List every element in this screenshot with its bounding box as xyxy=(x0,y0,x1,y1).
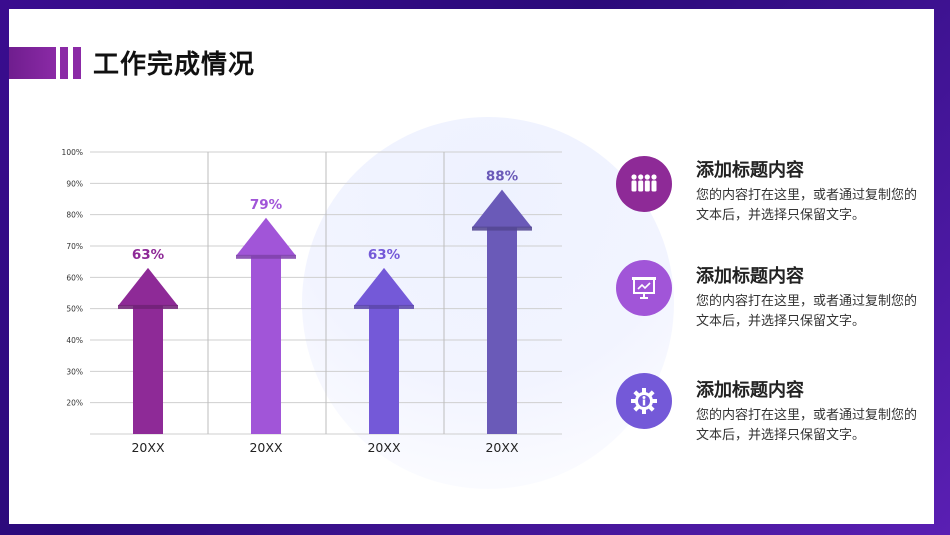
bar-arrow xyxy=(472,189,532,434)
title-accent-bar xyxy=(9,47,56,79)
item-icon-circle-1 xyxy=(616,156,672,212)
y-tick-label: 80% xyxy=(66,211,83,220)
item-desc-1: 您的内容打在这里，或者通过复制您的文本后，并选择只保留文字。 xyxy=(696,188,918,223)
y-tick-label: 30% xyxy=(66,367,83,376)
x-tick-label: 20XX xyxy=(485,440,518,455)
y-tick-label: 40% xyxy=(66,336,83,345)
y-tick-label: 100% xyxy=(62,148,83,157)
gear-person-icon xyxy=(631,388,657,414)
bar-arrow xyxy=(354,267,414,434)
item-desc-3: 您的内容打在这里，或者通过复制您的文本后，并选择只保留文字。 xyxy=(696,408,918,443)
data-label: 79% xyxy=(250,197,283,213)
data-label: 63% xyxy=(132,247,165,263)
presentation-board-icon xyxy=(632,277,656,299)
data-label: 88% xyxy=(486,169,519,185)
y-tick-label: 50% xyxy=(66,305,83,314)
y-tick-label: 70% xyxy=(66,242,83,251)
title-accent-tick xyxy=(73,47,81,79)
title-accent-tick xyxy=(60,47,68,79)
item-title-2: 添加标题内容 xyxy=(696,266,804,287)
x-tick-label: 20XX xyxy=(249,440,282,455)
item-icon-circle-3 xyxy=(616,373,672,429)
progress-chart: 20% 30% 40% 50% 60% 70% 80% 90% 100% 63% 20XX 79% 20… xyxy=(62,148,562,455)
y-tick-label: 20% xyxy=(66,399,83,408)
bar-arrow-shadow-tone xyxy=(354,304,414,309)
item-desc-2: 您的内容打在这里，或者通过复制您的文本后，并选择只保留文字。 xyxy=(696,294,918,329)
page-title: 工作完成情况 xyxy=(93,50,256,80)
bar-arrow-shadow xyxy=(472,226,532,231)
bar-arrow-shadow-tone xyxy=(236,254,296,259)
bar-arrow-shadow xyxy=(354,304,414,309)
bar-arrow xyxy=(118,267,178,434)
people-icon xyxy=(631,174,657,192)
data-label: 63% xyxy=(368,247,401,263)
item-title-1: 添加标题内容 xyxy=(696,160,804,181)
bar-arrow xyxy=(236,217,296,434)
bar-arrow-shadow-tone xyxy=(472,226,532,231)
bar-arrow-shadow-tone xyxy=(118,304,178,309)
bar-arrow-shadow xyxy=(118,304,178,309)
x-tick-label: 20XX xyxy=(367,440,400,455)
item-title-3: 添加标题内容 xyxy=(696,380,804,401)
slide: 工作完成情况 20% 30% 40% 50% 60% 70% 80% 90% 100% 63% 20… xyxy=(9,9,934,524)
y-tick-label: 90% xyxy=(66,179,83,188)
bar-arrow-shadow xyxy=(236,254,296,259)
x-tick-label: 20XX xyxy=(131,440,164,455)
y-tick-label: 60% xyxy=(66,273,83,282)
item-icon-circle-2 xyxy=(616,260,672,316)
